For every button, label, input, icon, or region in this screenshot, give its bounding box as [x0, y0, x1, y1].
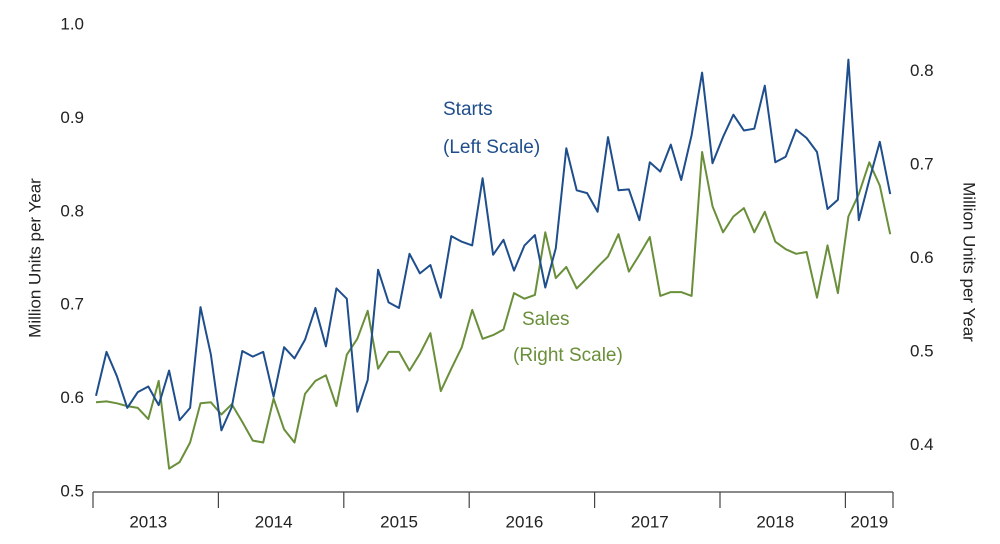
y-tick-label: 1.0: [60, 14, 84, 33]
y2-tick-label: 0.5: [910, 341, 934, 360]
y-tick-label: 0.8: [60, 201, 84, 220]
x-tick-label: 2013: [129, 512, 167, 531]
x-tick-label: 2019: [850, 512, 888, 531]
y-tick-label: 0.7: [60, 295, 84, 314]
x-tick-label: 2018: [756, 512, 794, 531]
x-tick-label: 2016: [506, 512, 544, 531]
series-annotation: Sales: [522, 309, 570, 330]
series-line: [95, 58, 892, 432]
series-line: [95, 151, 892, 470]
y2-tick-label: 0.8: [910, 61, 934, 80]
y2-tick-label: 0.6: [910, 248, 934, 267]
y-tick-label: 0.6: [60, 388, 84, 407]
y-axis-title: Million Units per Year: [25, 178, 44, 338]
series-annotation: (Right Scale): [513, 345, 623, 366]
y-tick-label: 0.5: [60, 481, 84, 500]
x-tick-label: 2017: [631, 512, 669, 531]
y-tick-label: 0.9: [60, 108, 84, 127]
y2-tick-label: 0.4: [910, 435, 934, 454]
y2-axis-title: Million Units per Year: [960, 182, 979, 342]
y2-tick-label: 0.7: [910, 155, 934, 174]
x-tick-label: 2014: [255, 512, 293, 531]
x-tick-label: 2015: [380, 512, 418, 531]
series-annotation: (Left Scale): [443, 137, 540, 158]
series-annotation: Starts: [443, 99, 493, 120]
